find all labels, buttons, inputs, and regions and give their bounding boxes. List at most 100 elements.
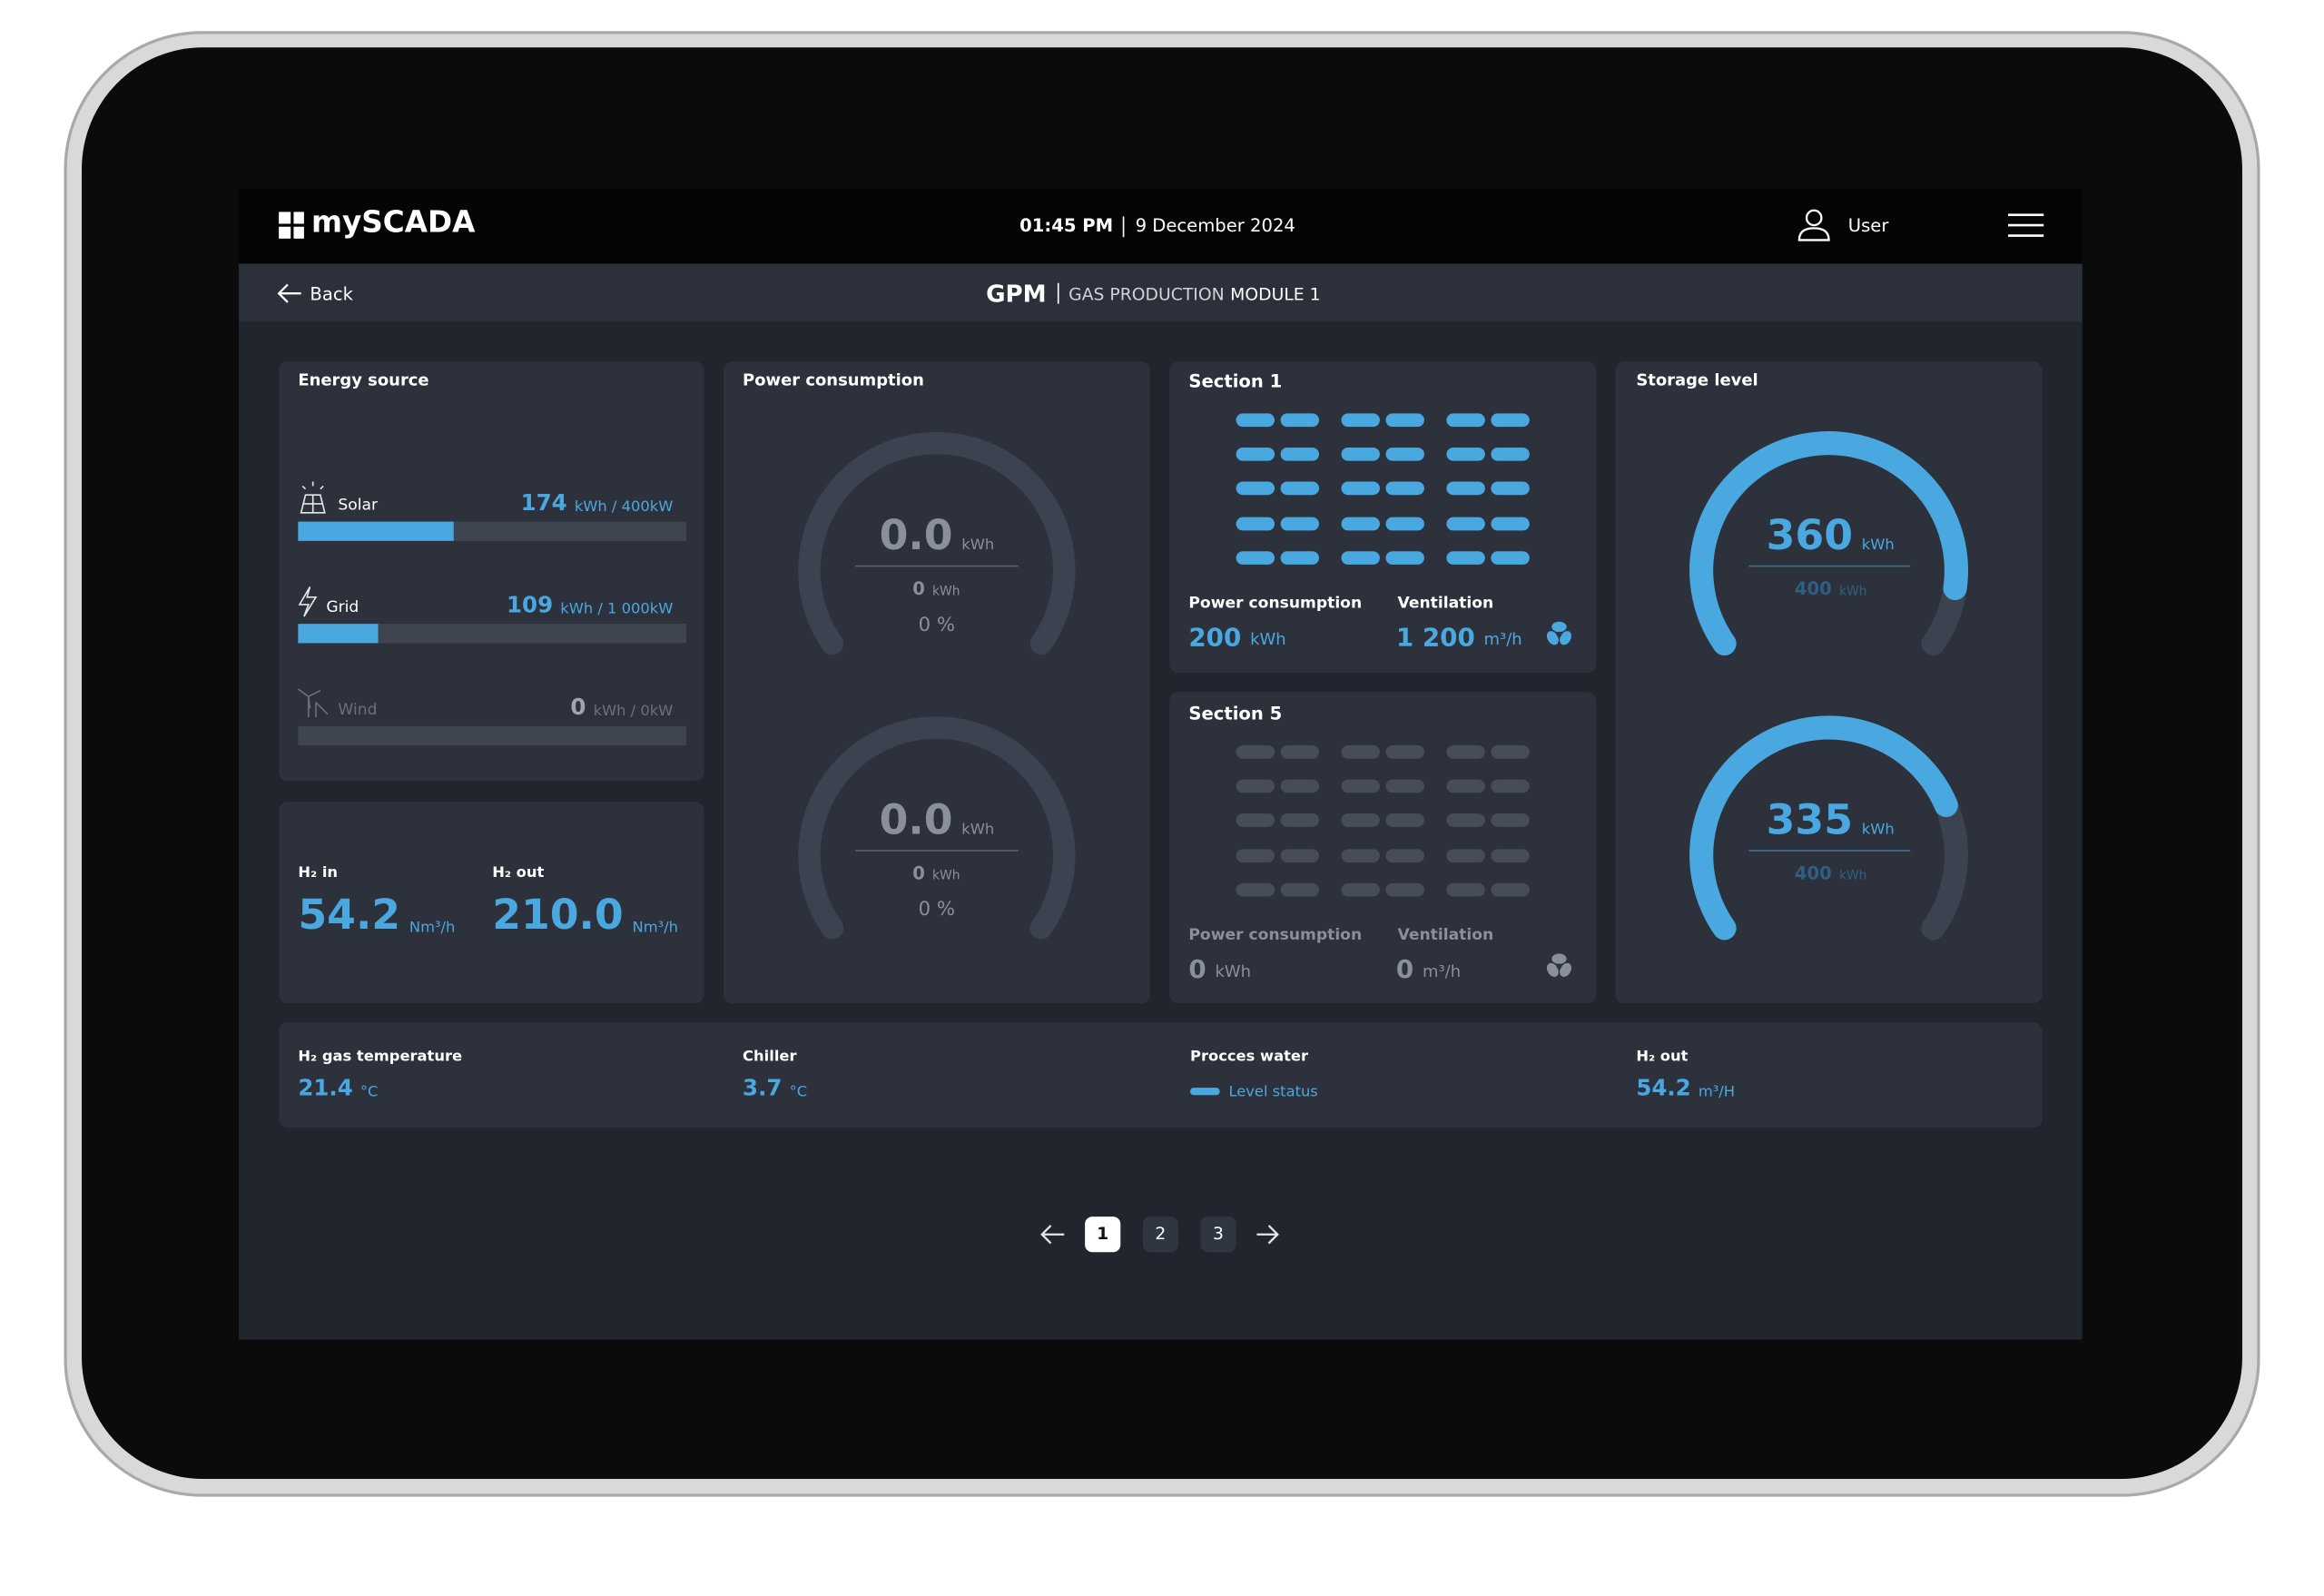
user-icon[interactable] (1797, 209, 1830, 241)
section-led (1280, 551, 1320, 565)
section-led (1280, 745, 1320, 759)
source-bar-fill (298, 624, 379, 644)
section-led (1236, 779, 1275, 793)
status-text: Level status (1228, 1083, 1317, 1100)
fan-blade (1560, 962, 1571, 977)
source-bar-track (298, 725, 687, 746)
section-led (1341, 779, 1380, 793)
section-led (1341, 849, 1380, 863)
section-value: 1 200 (1396, 623, 1475, 653)
section-unit: kWh (1250, 630, 1285, 649)
section-led (1385, 481, 1424, 496)
page-button[interactable] (1200, 1217, 1236, 1253)
source-value: 174 (521, 489, 567, 516)
section-value: 0 (1396, 954, 1413, 984)
section-led (1491, 447, 1530, 461)
source-unit: kWh / 400kW (575, 498, 673, 515)
status-indicator (1190, 1088, 1220, 1096)
gauge-unit: kWh (961, 821, 994, 838)
gauge-value: 0.0 (880, 795, 953, 843)
section-led (1446, 481, 1485, 496)
section-led (1280, 813, 1320, 827)
source-bar-track (298, 624, 687, 644)
section-led (1341, 481, 1380, 496)
section-led (1385, 517, 1424, 531)
section-led (1236, 745, 1275, 759)
fan-blade (1551, 953, 1567, 964)
section-led (1280, 413, 1320, 428)
gauge-sub-unit: kWh (932, 869, 960, 883)
section-led (1491, 882, 1530, 897)
storage-value: 335 (1767, 795, 1853, 843)
section-led (1446, 413, 1485, 428)
logo-icon (279, 212, 304, 239)
pager-arrows[interactable] (1040, 1225, 1279, 1245)
section-led (1491, 813, 1530, 827)
section-led (1385, 882, 1424, 897)
fan-blade (1546, 962, 1559, 977)
module-code: GPM (986, 281, 1047, 308)
section-led (1341, 745, 1380, 759)
section-led (1446, 849, 1485, 863)
menu-icon[interactable] (2008, 213, 2044, 237)
card-title: Power consumption (743, 371, 924, 390)
storage-capacity-unit: kWh (1839, 869, 1867, 883)
gauge-percent: 0 % (919, 614, 955, 636)
status-unit: °C (790, 1083, 808, 1100)
section-led (1236, 551, 1275, 565)
page-number[interactable]: 3 (1213, 1225, 1224, 1244)
section-led (1280, 517, 1320, 531)
section-led (1236, 481, 1275, 496)
date: 9 December 2024 (1136, 215, 1295, 236)
section-led (1280, 882, 1320, 897)
page-button[interactable] (1085, 1217, 1121, 1253)
section-led (1446, 882, 1485, 897)
section-led (1236, 849, 1275, 863)
section-led (1491, 849, 1530, 863)
cards (279, 361, 2043, 1128)
section-led (1341, 882, 1380, 897)
section-led (1236, 813, 1275, 827)
user-name[interactable]: User (1848, 215, 1890, 236)
section-led (1446, 551, 1485, 565)
storage-unit: kWh (1862, 536, 1895, 553)
status-label: H₂ out (1636, 1047, 1688, 1064)
section-title: Section 5 (1188, 703, 1282, 724)
section-label: Power consumption (1188, 594, 1362, 612)
fan-blade (1551, 621, 1567, 633)
page-button[interactable] (1142, 1217, 1178, 1253)
status-value: 21.4 (298, 1075, 352, 1101)
page-number[interactable]: 1 (1097, 1225, 1108, 1244)
storage-value: 360 (1767, 511, 1853, 559)
section-led (1491, 779, 1530, 793)
gauge-fill (1689, 431, 1968, 656)
section-led (1385, 849, 1424, 863)
section-led (1446, 517, 1485, 531)
back-link[interactable]: Back (310, 283, 353, 304)
h2-value: 210.0 (492, 891, 624, 939)
page-number[interactable]: 2 (1155, 1225, 1166, 1244)
section-led (1446, 447, 1485, 461)
storage-unit: kWh (1862, 821, 1895, 838)
section-led (1491, 413, 1530, 428)
storage-capacity-unit: kWh (1839, 584, 1867, 598)
source-bar-fill (298, 521, 454, 541)
gauge-track (798, 431, 1076, 655)
section-led (1280, 849, 1320, 863)
back-icon[interactable] (277, 283, 301, 303)
section-led (1341, 413, 1380, 428)
gauge-sub-value: 0 (912, 578, 925, 599)
fan-hub (1556, 963, 1562, 970)
section-unit: kWh (1215, 962, 1250, 981)
brand: mySCADA (311, 204, 476, 239)
h2-value: 54.2 (298, 891, 400, 939)
section-led (1491, 551, 1530, 565)
section-label: Ventilation (1398, 926, 1494, 944)
wind-icon (297, 688, 329, 718)
sub-bar (239, 263, 2083, 322)
top-bar (239, 188, 2083, 264)
gauge-value: 0.0 (880, 511, 953, 559)
section-led (1280, 447, 1320, 461)
module-name: GAS PRODUCTION (1068, 285, 1224, 304)
